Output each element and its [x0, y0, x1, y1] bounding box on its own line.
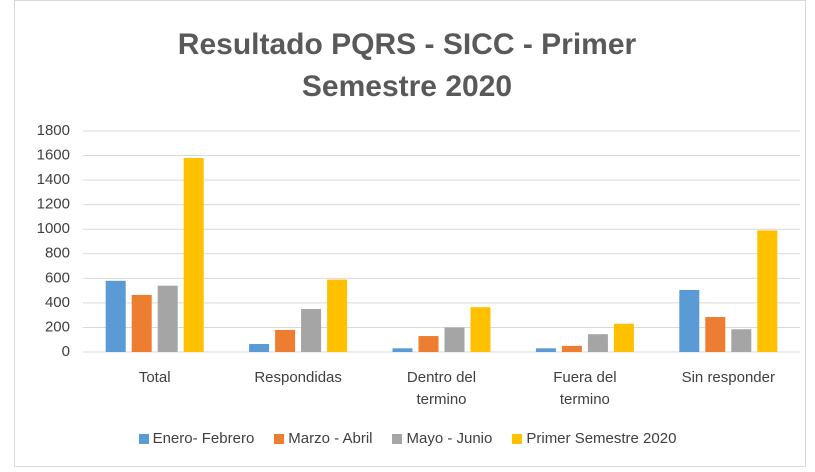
- legend-swatch: [512, 433, 523, 444]
- legend-item: Mayo - Junio: [392, 430, 492, 447]
- legend-item: Marzo - Abril: [274, 430, 372, 447]
- legend: Enero- Febrero Marzo - Abril Mayo - Junio P…: [0, 430, 815, 447]
- bar: [757, 230, 778, 352]
- bar: [705, 317, 726, 352]
- bar: [444, 327, 465, 352]
- y-tick-label: 1400: [37, 171, 70, 188]
- legend-item: Enero- Febrero: [138, 430, 255, 447]
- bar: [587, 334, 608, 352]
- y-tick-label: 1800: [37, 122, 70, 139]
- bar: [131, 294, 152, 352]
- y-tick-label: 1600: [37, 147, 70, 164]
- x-tick-label: Dentro del termino: [406, 369, 477, 408]
- chart-title: Resultado PQRS - SICC - Primer Semestre …: [177, 28, 637, 103]
- bar: [105, 280, 126, 352]
- chart-frame: [14, 0, 806, 467]
- y-tick-label: 1000: [37, 220, 70, 237]
- bar: [301, 309, 322, 352]
- x-tick-label: Sin responder: [681, 369, 775, 386]
- bar: [679, 289, 700, 352]
- bar: [392, 348, 413, 352]
- bar: [157, 285, 178, 352]
- y-tick-label: 800: [45, 245, 70, 262]
- y-tick-label: 400: [45, 294, 70, 311]
- bar: [327, 279, 348, 352]
- bar: [470, 307, 491, 352]
- legend-label: Enero- Febrero: [152, 430, 255, 447]
- bar: [535, 348, 556, 352]
- x-tick-label: Total: [138, 369, 171, 386]
- bar: [249, 344, 270, 352]
- bar: [561, 345, 582, 352]
- y-tick-label: 600: [45, 269, 70, 286]
- y-tick-label: 0: [62, 343, 70, 360]
- y-tick-label: 1200: [37, 196, 70, 213]
- bar: [418, 336, 439, 352]
- bar: [731, 329, 752, 352]
- legend-swatch: [138, 433, 149, 444]
- y-tick-label: 200: [45, 318, 70, 335]
- legend-label: Primer Semestre 2020: [526, 430, 677, 447]
- legend-swatch: [392, 433, 403, 444]
- legend-item: Primer Semestre 2020: [512, 430, 676, 447]
- x-tick-label: Fuera del termino: [553, 369, 617, 408]
- legend-label: Marzo - Abril: [288, 430, 373, 447]
- bar: [275, 329, 296, 352]
- bar: [613, 323, 634, 352]
- bar: [183, 158, 204, 352]
- legend-label: Mayo - Junio: [406, 430, 493, 447]
- legend-swatch: [274, 433, 285, 444]
- x-tick-label: Respondidas: [254, 369, 342, 386]
